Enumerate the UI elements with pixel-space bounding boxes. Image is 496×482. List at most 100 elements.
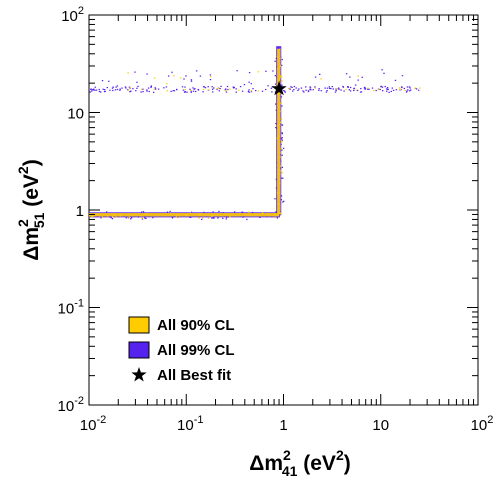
- data-point: [184, 214, 187, 216]
- data-point: [280, 143, 282, 146]
- data-point: [186, 91, 188, 93]
- data-point: [378, 88, 380, 90]
- data-point: [334, 91, 337, 93]
- data-point: [183, 78, 185, 80]
- data-point: [102, 88, 104, 90]
- data-point: [225, 90, 227, 92]
- data-point: [280, 121, 282, 123]
- data-point: [265, 88, 267, 91]
- data-point: [115, 216, 117, 218]
- data-point: [132, 88, 134, 90]
- data-point: [347, 86, 349, 88]
- data-point: [130, 218, 132, 220]
- data-point: [142, 88, 144, 90]
- data-point: [128, 89, 130, 91]
- x-axis-title-unit: (eV: [297, 452, 336, 475]
- data-point: [141, 217, 143, 219]
- data-point: [255, 90, 257, 92]
- data-point: [392, 89, 395, 91]
- data-point: [153, 88, 155, 90]
- data-point: [184, 91, 186, 93]
- data-point: [225, 88, 227, 90]
- data-point: [329, 87, 331, 89]
- y-tick-label-base: 10: [58, 301, 75, 318]
- data-point: [141, 211, 143, 213]
- series-cl90: [89, 48, 421, 219]
- y-axis-title-sub: 51: [31, 212, 47, 228]
- region-upper-strip: [127, 71, 421, 92]
- data-point: [104, 89, 106, 91]
- data-point: [143, 213, 145, 215]
- data-point: [386, 90, 388, 92]
- data-point: [232, 87, 235, 89]
- data-point: [259, 216, 261, 218]
- data-point: [404, 89, 406, 91]
- x-axis-title-base: Δm: [249, 452, 283, 475]
- data-point: [220, 85, 222, 87]
- y-tick-label: 10-1: [58, 298, 84, 318]
- data-point: [279, 212, 281, 214]
- data-point: [130, 216, 132, 218]
- data-point: [203, 86, 206, 88]
- data-point: [212, 217, 214, 219]
- data-point: [289, 88, 291, 90]
- data-point: [357, 79, 359, 81]
- data-point: [146, 73, 148, 75]
- data-point: [92, 215, 94, 217]
- data-point: [145, 217, 147, 220]
- data-point: [275, 103, 277, 105]
- x-tick-label: 10-1: [177, 414, 203, 434]
- data-point: [91, 89, 94, 91]
- data-point: [108, 216, 110, 218]
- data-point: [119, 88, 121, 90]
- data-point: [325, 91, 328, 93]
- data-point: [234, 211, 236, 213]
- data-point: [195, 70, 198, 72]
- data-point: [279, 165, 282, 167]
- y-tick-label-base: 10: [67, 106, 84, 123]
- data-point: [281, 80, 283, 82]
- data-point: [202, 86, 205, 88]
- data-point: [137, 85, 139, 88]
- y-tick-label-exp: -1: [74, 298, 84, 310]
- x-axis-title-close: ): [344, 452, 351, 475]
- data-point: [360, 88, 362, 90]
- data-point: [288, 87, 290, 90]
- data-point: [131, 214, 133, 217]
- data-point: [353, 88, 355, 90]
- data-point: [105, 214, 107, 216]
- data-point: [186, 214, 188, 216]
- data-point: [384, 86, 386, 88]
- data-point: [175, 213, 178, 216]
- legend-label: All 90% CL: [157, 317, 235, 334]
- data-point: [90, 216, 92, 218]
- data-point: [226, 85, 229, 88]
- data-point: [275, 57, 277, 60]
- x-tick-label-exp: -2: [96, 414, 106, 426]
- legend-item: All 99% CL: [128, 341, 235, 359]
- data-point: [170, 90, 172, 92]
- data-point: [279, 182, 281, 184]
- data-point: [274, 198, 276, 200]
- y-tick-label: 10-2: [58, 395, 84, 415]
- data-point: [229, 216, 231, 218]
- data-point: [168, 75, 170, 77]
- data-point: [281, 149, 283, 151]
- data-point: [273, 213, 276, 215]
- data-point: [190, 211, 193, 213]
- data-point: [192, 87, 194, 89]
- data-point: [326, 90, 328, 92]
- data-point: [150, 86, 152, 88]
- data-point: [280, 118, 282, 120]
- data-point: [417, 89, 420, 91]
- data-point: [207, 86, 209, 88]
- data-point: [146, 212, 148, 215]
- data-point: [219, 88, 221, 90]
- data-point: [216, 88, 218, 90]
- data-point: [189, 88, 191, 90]
- data-point: [387, 88, 389, 90]
- data-point: [281, 132, 283, 134]
- data-point: [270, 87, 273, 89]
- data-point: [272, 70, 274, 72]
